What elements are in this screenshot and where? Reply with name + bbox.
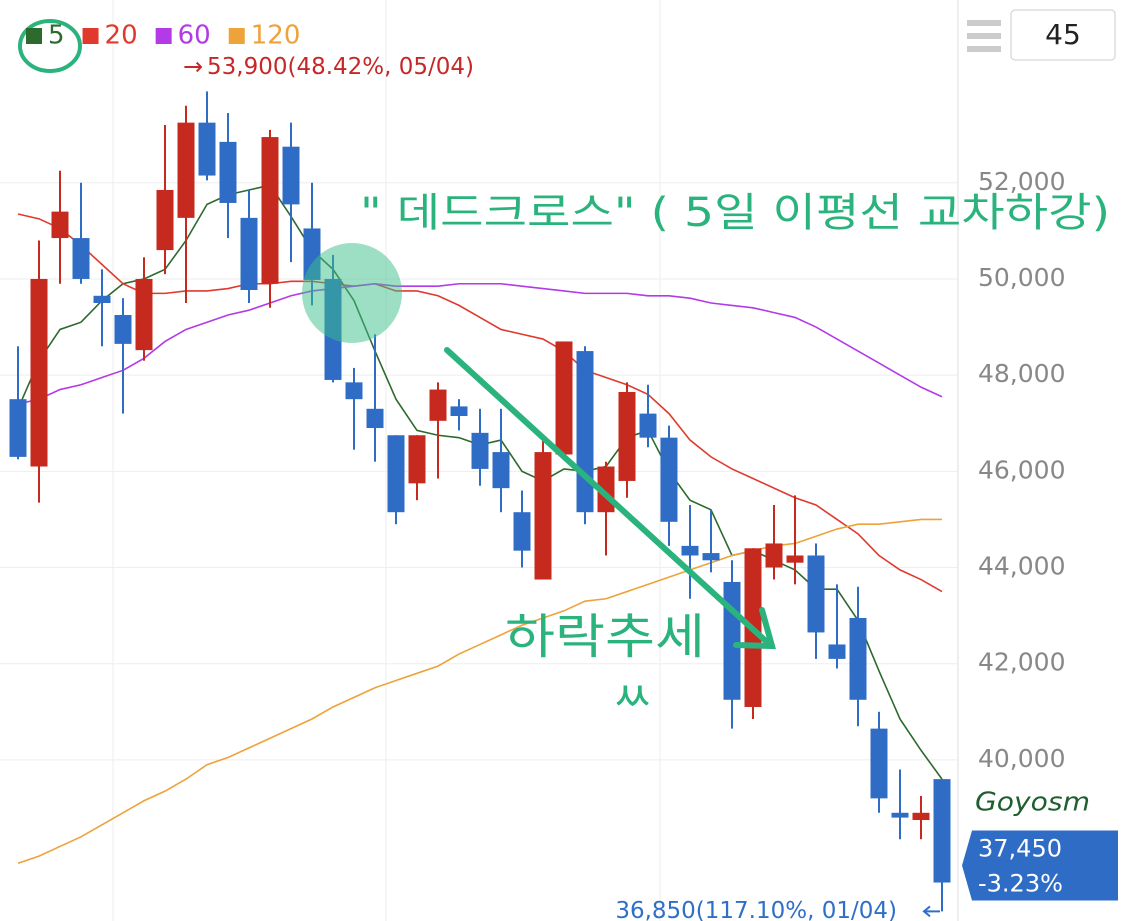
candle-body [282,146,300,205]
period-box[interactable] [1010,9,1116,61]
candle-body [828,644,846,659]
y-tick-label: 48,000 [978,359,1065,388]
menu-icon[interactable] [967,20,1001,52]
candle-body [429,389,447,421]
candle-body [849,618,867,700]
signature: Goyosm [975,788,1090,818]
candle-body [933,779,951,883]
candle-body [471,432,489,469]
candle-body [387,435,405,513]
candle-body [702,553,720,561]
menu-bar [967,20,1001,26]
candle-body [660,437,678,522]
candle-body [9,399,27,457]
candle-body [114,315,132,344]
annotation: ㅆ [612,672,652,723]
candle-body [765,543,783,568]
price-tag-change: -3.23% [978,870,1063,898]
candle-body [639,413,657,438]
candle-body [198,122,216,176]
price-tag [962,830,1118,901]
legend-label: 120 [251,21,301,51]
ma-line [17,518,942,865]
candle-body [240,217,258,291]
plot: 40,000 42,000 44,000 46,000 48,000 50,000 52,0… [0,21,1118,921]
price-tag-label: 37,450 [978,835,1062,863]
low-marker-arrow-head [922,905,931,918]
legend-swatch [26,28,42,44]
high-marker-arrow: → [183,52,203,80]
y-tick-label: 52,000 [978,167,1065,196]
highlight-circle [302,243,402,343]
candle-body [135,278,153,351]
candle-body [219,141,237,203]
trend-arrow [444,347,771,646]
candle-body [681,545,699,556]
candle-body [93,295,111,303]
high-marker-label: 53,900(48.42%, 05/04) [207,54,474,80]
candle-body [891,812,909,818]
low-marker-label: 36,850(117.10%, 01/04) [615,898,897,921]
candle-body [177,122,195,218]
candle-body [513,512,531,551]
y-tick-label: 44,000 [978,552,1065,581]
candle-body [576,351,594,513]
legend-swatch [228,28,245,44]
y-tick-label: 40,000 [978,744,1065,773]
candle-body [786,555,804,563]
candle-body [618,391,636,481]
legend-label: 5 [48,21,65,51]
candle-body [51,211,69,239]
menu-bar [967,33,1001,39]
annotation: " 데드크로스" ( 5일 이평선 교차하강) [360,190,1110,236]
candle-body [555,341,573,455]
annotation: 하락추세 [505,609,705,665]
candle-body [30,278,48,467]
legend-label: 20 [105,21,138,51]
menu-bar [967,46,1001,52]
y-tick-label: 46,000 [978,455,1065,484]
legend-swatch [82,28,99,44]
candle-body [366,408,384,429]
y-tick-label: 50,000 [978,263,1065,292]
legend-swatch [155,28,172,44]
candle-body [912,812,930,821]
y-tick-label: 42,000 [978,648,1065,677]
ma-line [17,282,943,405]
highlight-ellipse [18,19,82,73]
candle-body [807,555,825,633]
candle-body [534,452,552,580]
period-count: 45 [1045,18,1081,51]
candle-body [870,728,888,799]
legend-label: 60 [178,21,211,51]
candle-body [492,452,510,489]
trend-arrow-head [733,607,776,650]
candle-body [261,137,279,284]
candle-body [72,238,90,279]
ma-line [17,213,943,593]
candle-body [345,382,363,400]
candle-body [156,189,174,251]
candle-body [450,406,468,417]
candle-body [723,581,741,700]
candle-body [408,435,426,484]
